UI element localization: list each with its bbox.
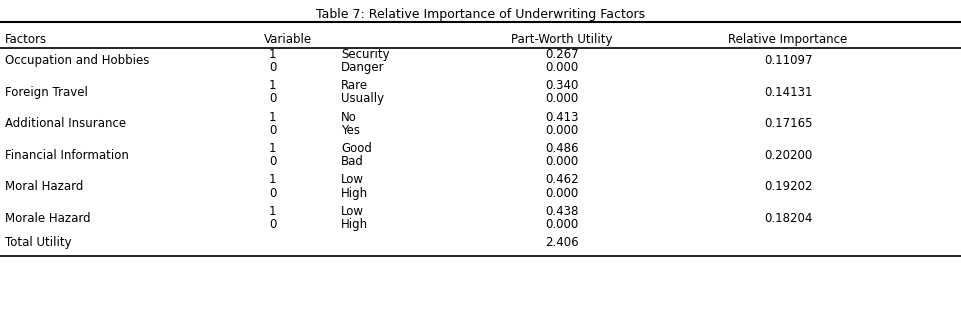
Text: 0.340: 0.340 (546, 79, 579, 92)
Text: Relative Importance: Relative Importance (728, 33, 848, 46)
Text: Financial Information: Financial Information (5, 149, 129, 162)
Text: Good: Good (341, 142, 372, 155)
Text: Yes: Yes (341, 124, 360, 137)
Text: Factors: Factors (5, 33, 47, 46)
Text: 0.462: 0.462 (546, 173, 579, 186)
Text: Occupation and Hobbies: Occupation and Hobbies (5, 54, 149, 67)
Text: 0.11097: 0.11097 (764, 54, 812, 67)
Text: 1: 1 (269, 142, 277, 155)
Text: 0: 0 (269, 187, 277, 200)
Text: 1: 1 (269, 205, 277, 218)
Text: Low: Low (341, 205, 364, 218)
Text: 0.000: 0.000 (546, 93, 579, 106)
Text: Low: Low (341, 173, 364, 186)
Text: 1: 1 (269, 48, 277, 60)
Text: 1: 1 (269, 79, 277, 92)
Text: Usually: Usually (341, 93, 384, 106)
Text: Part-Worth Utility: Part-Worth Utility (511, 33, 613, 46)
Text: Morale Hazard: Morale Hazard (5, 211, 90, 224)
Text: 0.000: 0.000 (546, 61, 579, 74)
Text: 0.486: 0.486 (546, 142, 579, 155)
Text: Variable: Variable (264, 33, 312, 46)
Text: Moral Hazard: Moral Hazard (5, 180, 84, 193)
Text: Total Utility: Total Utility (5, 235, 71, 248)
Text: High: High (341, 187, 368, 200)
Text: 0: 0 (269, 218, 277, 231)
Text: 0.20200: 0.20200 (764, 149, 812, 162)
Text: 1: 1 (269, 173, 277, 186)
Text: Bad: Bad (341, 155, 364, 168)
Text: 0.17165: 0.17165 (764, 117, 812, 130)
Text: 0.19202: 0.19202 (764, 180, 812, 193)
Text: 0: 0 (269, 124, 277, 137)
Text: 0.000: 0.000 (546, 218, 579, 231)
Text: Foreign Travel: Foreign Travel (5, 86, 87, 99)
Text: No: No (341, 111, 357, 124)
Text: 0.14131: 0.14131 (764, 86, 812, 99)
Text: Security: Security (341, 48, 390, 60)
Text: 0: 0 (269, 61, 277, 74)
Text: 1: 1 (269, 111, 277, 124)
Text: High: High (341, 218, 368, 231)
Text: 2.406: 2.406 (546, 235, 579, 248)
Text: 0.000: 0.000 (546, 155, 579, 168)
Text: Danger: Danger (341, 61, 384, 74)
Text: 0: 0 (269, 155, 277, 168)
Text: 0.267: 0.267 (546, 48, 579, 60)
Text: Rare: Rare (341, 79, 368, 92)
Text: 0: 0 (269, 93, 277, 106)
Text: Table 7: Relative Importance of Underwriting Factors: Table 7: Relative Importance of Underwri… (316, 8, 645, 21)
Text: 0.000: 0.000 (546, 124, 579, 137)
Text: 0.18204: 0.18204 (764, 211, 812, 224)
Text: 0.438: 0.438 (546, 205, 579, 218)
Text: 0.413: 0.413 (546, 111, 579, 124)
Text: Additional Insurance: Additional Insurance (5, 117, 126, 130)
Text: 0.000: 0.000 (546, 187, 579, 200)
